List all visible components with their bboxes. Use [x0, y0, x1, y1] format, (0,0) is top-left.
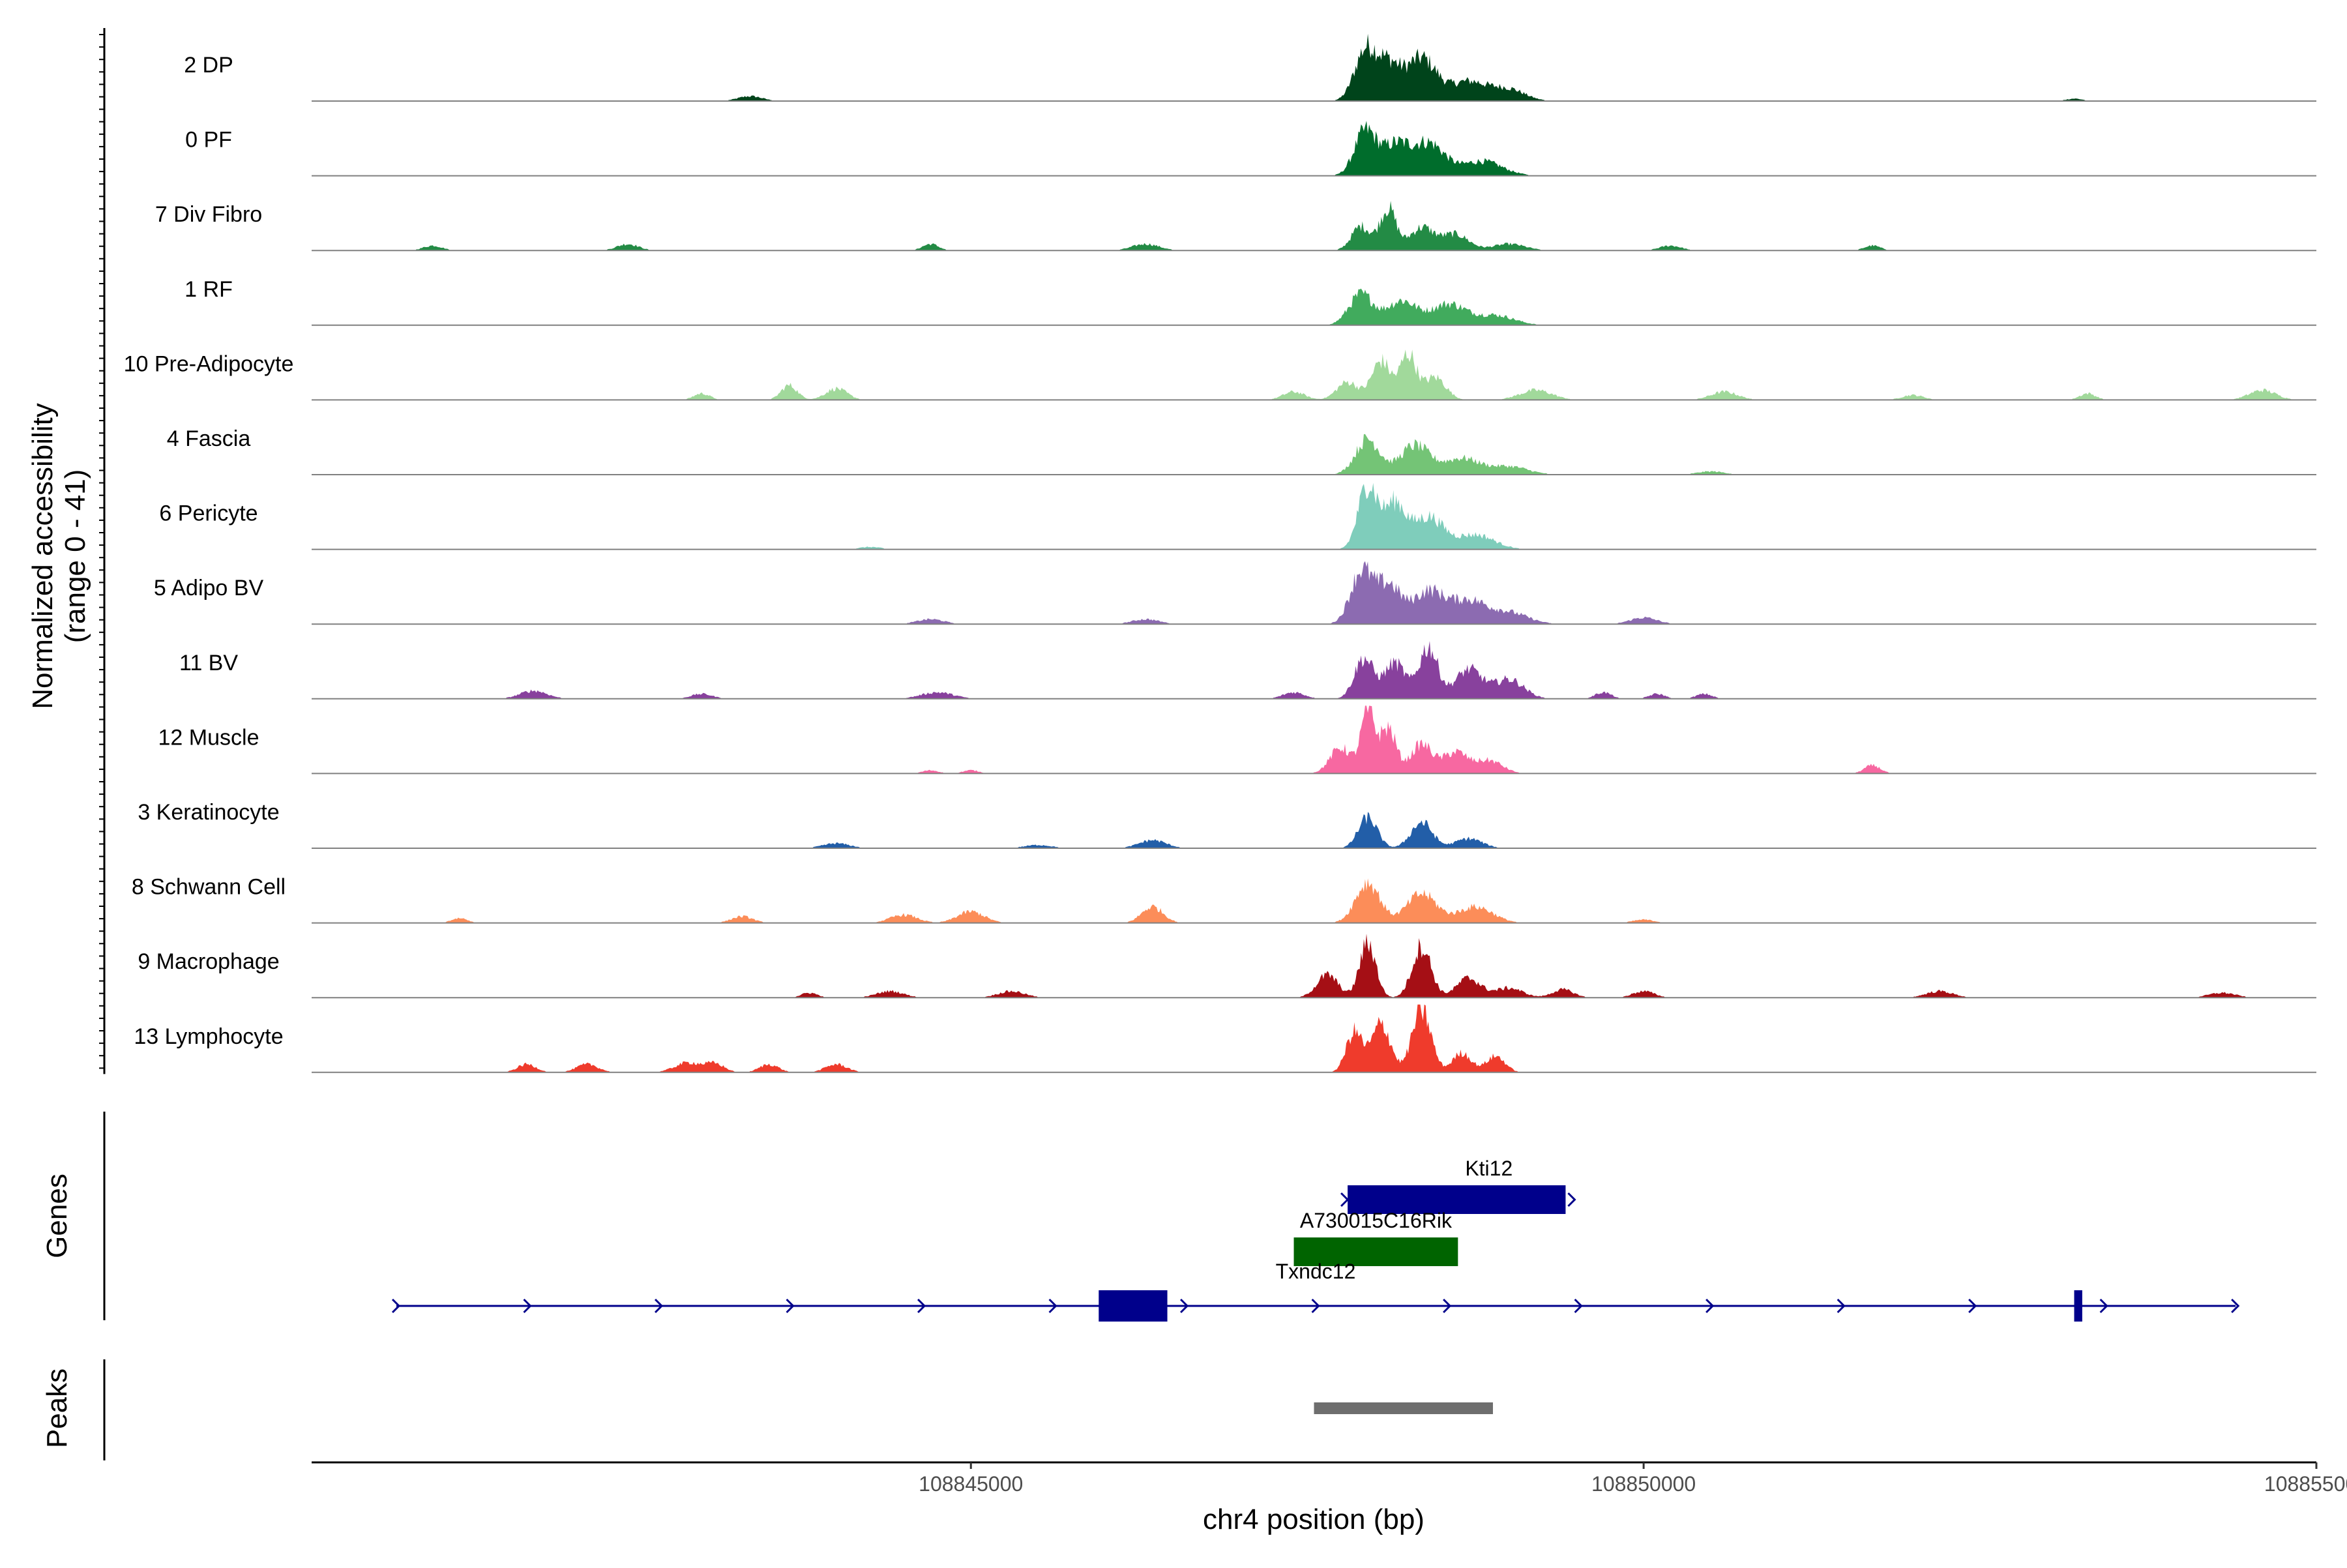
gene-2: Txndc12: [391, 1260, 2240, 1322]
track-label-0: 2 DP: [184, 53, 233, 78]
strand-arrow: [2231, 1298, 2240, 1314]
coverage-area-11: [312, 878, 2316, 923]
strand-arrow: [1340, 1192, 1350, 1207]
track-12: 9 Macrophage: [138, 934, 2316, 999]
strand-arrow: [1180, 1298, 1189, 1314]
genes-track-title: Genes: [41, 1174, 73, 1258]
coverage-area-7: [312, 561, 2316, 625]
track-3: 1 RF: [185, 277, 2316, 326]
coverage-area-10: [312, 812, 2316, 848]
track-label-6: 6 Pericyte: [159, 501, 258, 526]
track-label-12: 9 Macrophage: [138, 949, 279, 974]
y-axis-title: Normalized accessibility: [27, 403, 59, 709]
coverage-area-1: [312, 121, 2316, 176]
gene-label: Kti12: [1465, 1157, 1513, 1180]
strand-arrow: [1048, 1298, 1057, 1314]
coverage-area-9: [312, 705, 2316, 774]
track-0: 2 DP: [184, 33, 2316, 102]
strand-arrow: [786, 1298, 795, 1314]
gene-exon: [2074, 1290, 2082, 1322]
strand-arrow: [1968, 1298, 1977, 1314]
track-label-9: 12 Muscle: [158, 725, 259, 750]
track-6: 6 Pericyte: [159, 482, 2316, 550]
gene-label: A730015C16Rik: [1300, 1209, 1453, 1232]
strand-arrow: [1705, 1298, 1715, 1314]
x-axis-title: chr4 position (bp): [1203, 1503, 1424, 1535]
peak-region-0: [1314, 1402, 1493, 1414]
track-label-4: 10 Pre-Adipocyte: [124, 351, 294, 376]
strand-arrow: [917, 1298, 926, 1314]
gene-1: A730015C16Rik: [1293, 1209, 1458, 1266]
coverage-area-8: [312, 641, 2316, 699]
axis-layer: 108845000 108850000 108855000: [99, 28, 2347, 1496]
coverage-area-0: [312, 33, 2316, 101]
track-7: 5 Adipo BV: [154, 561, 2316, 625]
coverage-area-13: [312, 1004, 2316, 1072]
coverage-area-12: [312, 934, 2316, 998]
track-label-10: 3 Keratinocyte: [138, 800, 279, 825]
x-tick-label: 108850000: [1591, 1472, 1696, 1496]
strand-arrow: [1443, 1298, 1452, 1314]
track-10: 3 Keratinocyte: [138, 800, 2316, 849]
track-5: 4 Fascia: [167, 426, 2316, 475]
strand-arrow: [1837, 1298, 1846, 1314]
coverage-area-3: [312, 288, 2316, 325]
track-2: 7 Div Fibro: [155, 201, 2316, 252]
track-4: 10 Pre-Adipocyte: [124, 349, 2316, 401]
track-label-2: 7 Div Fibro: [155, 202, 262, 227]
strand-arrow: [1574, 1298, 1583, 1314]
strand-arrow: [523, 1298, 532, 1314]
x-tick-label: 108845000: [919, 1472, 1023, 1496]
strand-arrow: [1311, 1298, 1320, 1314]
y-axis-range: (range 0 - 41): [59, 469, 91, 643]
strand-arrow: [1567, 1192, 1576, 1207]
coverage-area-2: [312, 201, 2316, 251]
gene-exon: [1348, 1185, 1566, 1214]
gene-exon: [1099, 1290, 1168, 1322]
track-11: 8 Schwann Cell: [132, 875, 2316, 924]
peaks-layer: [1314, 1402, 1493, 1414]
strand-arrow: [2099, 1298, 2108, 1314]
track-1: 0 PF: [185, 121, 2316, 177]
gene-exon: [1293, 1237, 1458, 1266]
track-label-11: 8 Schwann Cell: [132, 875, 286, 900]
coverage-area-6: [312, 482, 2316, 550]
strand-arrow: [391, 1298, 401, 1314]
coverage-area-5: [312, 434, 2316, 475]
track-label-7: 5 Adipo BV: [154, 576, 264, 600]
tracks-layer: 2 DP 0 PF 7 Div Fibro 1 RF 10 Pre-Adipocyte 4…: [124, 33, 2316, 1073]
strand-arrow: [654, 1298, 664, 1314]
x-tick-label: 108855000: [2264, 1472, 2347, 1496]
genes-layer: Kti12 A730015C16Rik Txndc12: [391, 1157, 2240, 1322]
track-label-13: 13 Lymphocyte: [134, 1024, 283, 1049]
track-8: 11 BV: [179, 641, 2316, 700]
track-9: 12 Muscle: [158, 705, 2316, 775]
peaks-track-title: Peaks: [41, 1368, 73, 1448]
gene-0: Kti12: [1340, 1157, 1576, 1214]
track-label-5: 4 Fascia: [167, 426, 251, 451]
coverage-area-4: [312, 349, 2316, 400]
track-label-3: 1 RF: [185, 277, 233, 302]
track-label-1: 0 PF: [185, 128, 232, 153]
track-13: 13 Lymphocyte: [134, 1004, 2316, 1073]
track-label-8: 11 BV: [179, 651, 238, 675]
gene-label: Txndc12: [1276, 1260, 1356, 1283]
